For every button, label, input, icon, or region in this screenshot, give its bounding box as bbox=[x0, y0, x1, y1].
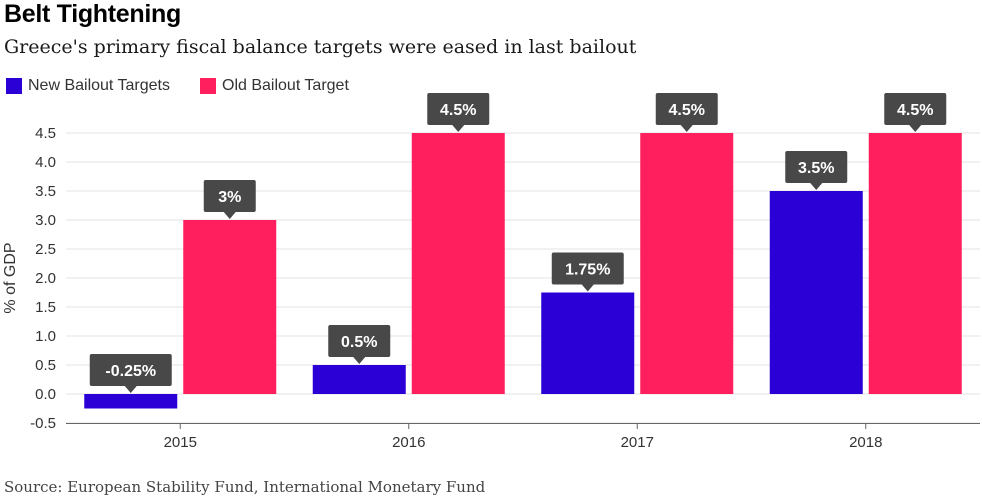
y-tick-label: 2.5 bbox=[35, 241, 56, 258]
data-label-box bbox=[203, 180, 256, 212]
data-label-pointer bbox=[353, 357, 366, 364]
legend-label-new-targets: New Bailout Targets bbox=[28, 77, 170, 94]
x-tick-label: 2017 bbox=[621, 434, 654, 451]
legend-swatch-new-targets bbox=[6, 78, 22, 94]
bar-chart: -0.5 0.0 0.5 1.0 1.5 2.0 2.5 3.0 3.5 4.0 4.5 % of G… bbox=[2, 93, 980, 451]
data-label-box bbox=[551, 252, 624, 285]
legend: New Bailout Targets Old Bailout Target bbox=[6, 77, 379, 95]
data-label: 1.75% bbox=[565, 262, 610, 279]
y-tick-label: 0.0 bbox=[35, 386, 56, 403]
data-label: 4.5% bbox=[440, 102, 476, 119]
data-label-pointer bbox=[124, 386, 137, 393]
legend-item-old-target: Old Bailout Target bbox=[200, 77, 349, 95]
y-axis-label: % of GDP bbox=[2, 242, 19, 313]
y-tick-label: 4.5 bbox=[35, 125, 56, 142]
data-label: -0.25% bbox=[105, 363, 156, 380]
data-label: 3% bbox=[218, 189, 241, 206]
y-tick-label: 3.5 bbox=[35, 183, 56, 200]
data-labels: -0.25% 3% 0.5% 4.5% 1.75% 4.5% 3.5% 4.5% bbox=[89, 93, 947, 393]
x-tick-label: 2015 bbox=[164, 434, 197, 451]
bar-old-target-2016 bbox=[411, 133, 505, 394]
data-label-pointer bbox=[909, 125, 922, 132]
bars bbox=[84, 133, 962, 409]
data-label-box bbox=[328, 325, 391, 357]
legend-item-new-targets: New Bailout Targets bbox=[6, 77, 170, 95]
data-label-pointer bbox=[810, 183, 823, 190]
y-tick-label: 4.0 bbox=[35, 154, 56, 171]
legend-label-old-target: Old Bailout Target bbox=[222, 77, 349, 94]
data-label: 0.5% bbox=[341, 334, 377, 351]
x-tick-label: 2016 bbox=[392, 434, 425, 451]
y-tick-label: 3.0 bbox=[35, 212, 56, 229]
bar-old-target-2017 bbox=[640, 133, 734, 394]
bar-old-target-2018 bbox=[868, 133, 962, 394]
source-note: Source: European Stability Fund, Interna… bbox=[4, 478, 486, 496]
data-label-pointer bbox=[452, 125, 465, 132]
y-tick-label: 0.5 bbox=[35, 357, 56, 374]
data-label-box bbox=[785, 151, 848, 183]
x-tick-label: 2018 bbox=[849, 434, 882, 451]
legend-swatch-old-target bbox=[200, 78, 216, 94]
data-label: 4.5% bbox=[897, 102, 933, 119]
axes: -0.5 0.0 0.5 1.0 1.5 2.0 2.5 3.0 3.5 4.0 4.5 % of G… bbox=[2, 125, 980, 451]
y-tick-label: -0.5 bbox=[30, 415, 56, 432]
data-label-box bbox=[427, 93, 490, 125]
data-label-box bbox=[884, 93, 947, 125]
bar-old-target-2015 bbox=[183, 220, 277, 394]
data-label-box bbox=[89, 354, 172, 386]
data-label-pointer bbox=[223, 212, 236, 219]
data-label: 4.5% bbox=[669, 102, 705, 119]
data-label-pointer bbox=[581, 284, 594, 292]
bar-new-target-2015 bbox=[84, 394, 178, 409]
bar-new-target-2016 bbox=[312, 365, 406, 394]
data-label-pointer bbox=[680, 125, 693, 132]
data-label-box bbox=[655, 93, 718, 125]
chart-subtitle: Greece's primary fiscal balance targets … bbox=[4, 36, 637, 58]
chart-title: Belt Tightening bbox=[4, 0, 181, 28]
bar-new-target-2018 bbox=[769, 191, 863, 394]
y-tick-label: 2.0 bbox=[35, 270, 56, 287]
bar-new-target-2017 bbox=[541, 292, 635, 394]
data-label: 3.5% bbox=[798, 160, 834, 177]
y-tick-label: 1.0 bbox=[35, 328, 56, 345]
y-tick-label: 1.5 bbox=[35, 299, 56, 316]
